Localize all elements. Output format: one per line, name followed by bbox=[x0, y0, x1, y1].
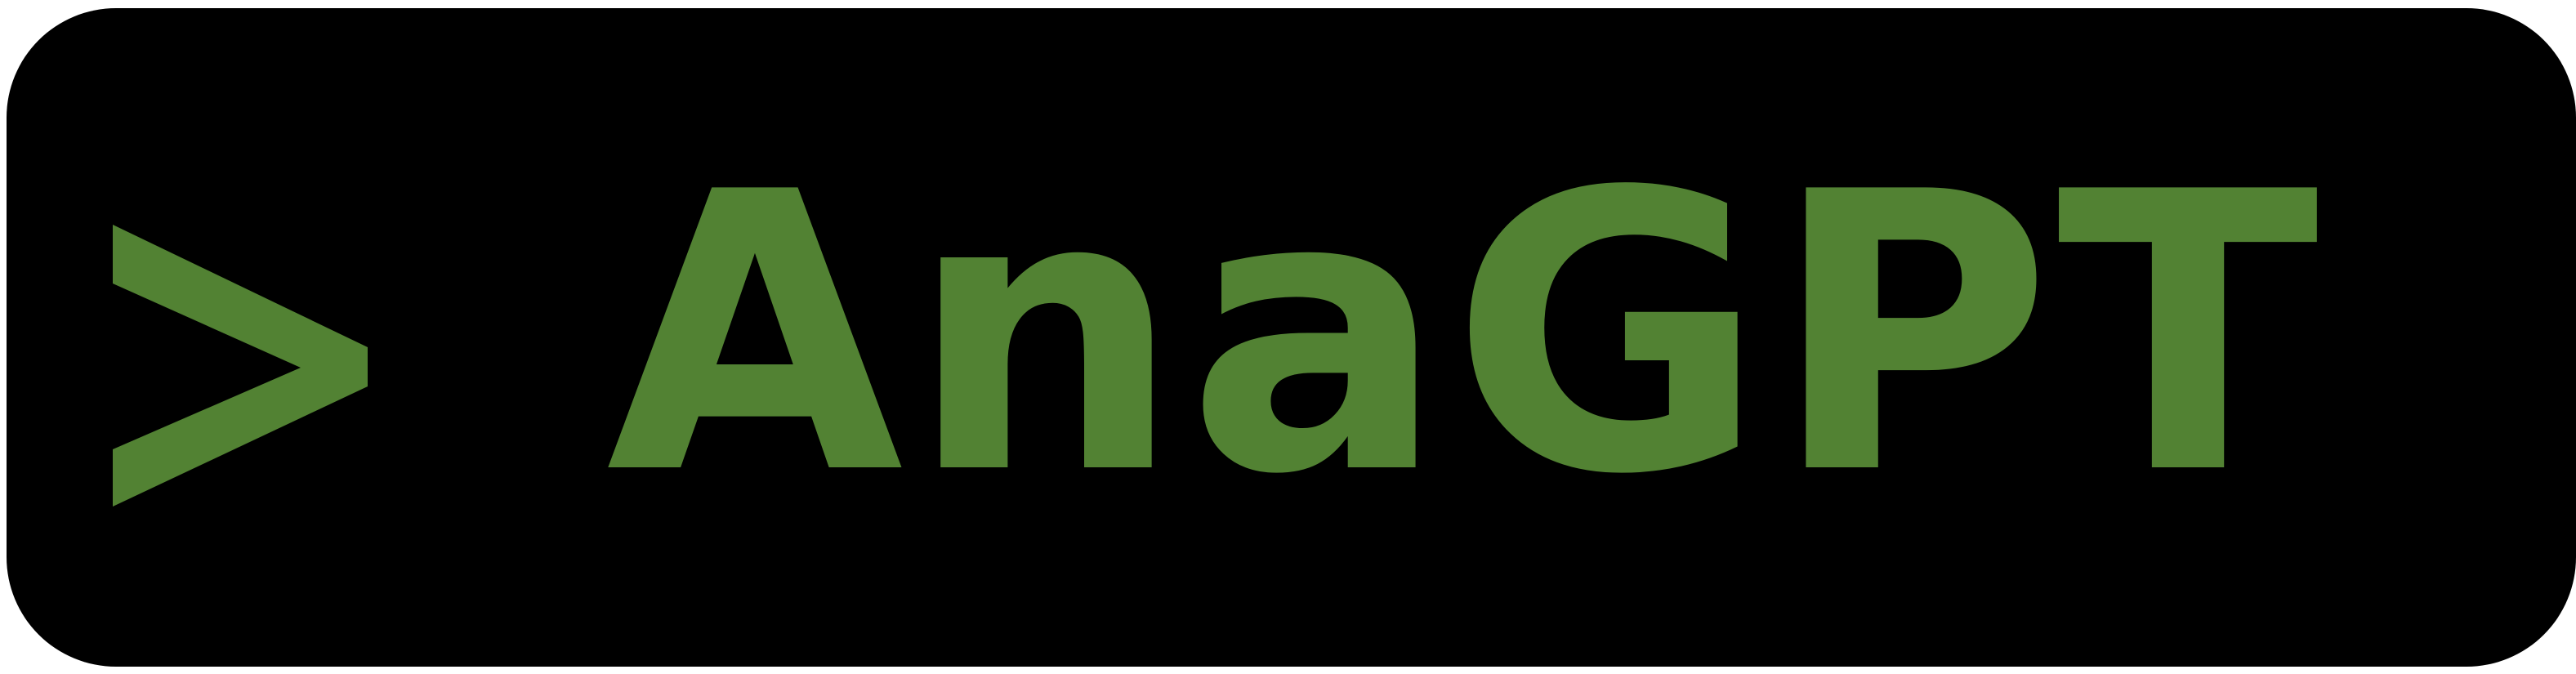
logo-badge: AnaGPT bbox=[7, 8, 2576, 667]
brand-title: AnaGPT bbox=[606, 111, 2324, 558]
chevron-shape bbox=[113, 225, 368, 507]
chevron-right-icon bbox=[105, 216, 374, 511]
